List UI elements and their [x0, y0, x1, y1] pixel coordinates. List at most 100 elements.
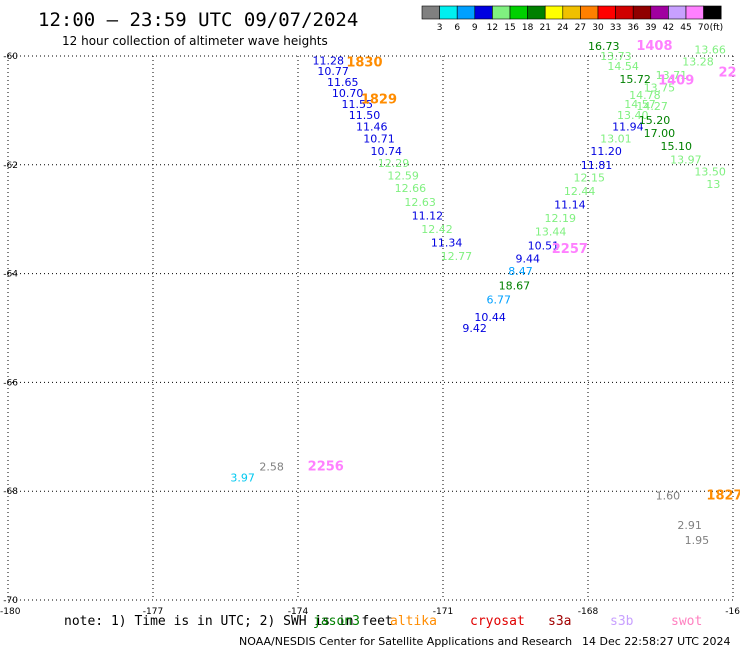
wave-height-label: 11.94: [612, 121, 644, 134]
wave-height-label: 11.55: [342, 98, 374, 111]
wave-height-label: 13.75: [644, 82, 676, 95]
colorbar-label: 33: [610, 23, 621, 33]
wave-height-label: 8.47: [508, 265, 533, 278]
wave-height-label: 12.19: [545, 212, 577, 225]
colorbar-swatch: [439, 5, 458, 20]
colorbar-label: 36: [627, 23, 639, 33]
wave-height-label: 13.01: [600, 133, 632, 146]
wave-height-label: 11.46: [356, 121, 388, 134]
colorbar-label: 45: [680, 23, 691, 33]
wave-height-label: 12.59: [387, 170, 419, 183]
colorbar-label: 6: [454, 23, 460, 33]
colorbar-swatch: [685, 5, 704, 20]
wave-height-label: 14.57: [624, 98, 656, 111]
data-points: 11.2810.7711.6510.7011.5511.5011.4610.71…: [230, 39, 740, 547]
wave-height-label: 18.67: [499, 280, 531, 293]
satellite-s3a: s3a: [548, 614, 571, 629]
wave-height-label: 12.77: [441, 250, 473, 263]
colorbar-swatch: [632, 5, 652, 20]
colorbar-swatch: [650, 5, 669, 20]
colorbar-label: 21: [539, 23, 550, 33]
colorbar-swatch: [544, 5, 564, 20]
wave-height-label: 17.00: [644, 127, 676, 140]
wave-height-label: 13.66: [694, 43, 726, 56]
wave-height-label: 12.63: [404, 196, 436, 209]
colorbar-label: 3: [437, 23, 443, 33]
wave-height-label: 11.12: [412, 209, 444, 222]
wave-height-label: 1.60: [656, 490, 681, 503]
wave-height-label: 3.97: [230, 472, 255, 485]
wave-height-label: 12.29: [378, 157, 410, 170]
pass-time-label: 1409: [658, 73, 694, 88]
wave-height-label: 2.91: [677, 519, 702, 532]
colorbar-label: 12: [487, 23, 498, 33]
wave-height-label: 14.78: [629, 89, 661, 102]
y-tick-label: -70: [3, 596, 18, 606]
colorbar-swatch: [509, 5, 528, 20]
wave-height-label: 15.72: [619, 73, 651, 86]
colorbar-swatch: [527, 5, 546, 20]
wave-height-label: 11.81: [581, 159, 613, 172]
axis-ticks: -60 -62 -64 -66 -68 -70-180 -177 -174 -171 -168 -1…: [0, 52, 740, 617]
pass-time-label: 2256: [308, 460, 344, 475]
wave-height-label: 11.65: [327, 76, 359, 89]
wave-height-label: 13.71: [656, 69, 688, 82]
plot-grid: [7, 55, 734, 601]
wave-height-label: 12.44: [564, 185, 596, 198]
pass-time-label: 2257: [552, 242, 588, 257]
colorbar-label: 30: [592, 23, 604, 33]
satellite-cryosat: cryosat: [470, 614, 525, 629]
y-tick-label: -66: [3, 378, 18, 388]
satellite-swot: swot: [671, 614, 702, 629]
wave-height-label: 13.40: [617, 109, 649, 122]
satellite-note: note: 1) Time is in UTC; 2) SWH is in fe…: [64, 614, 702, 629]
wave-height-label: 14.27: [636, 100, 668, 113]
colorbar-swatch: [597, 5, 616, 20]
wave-height-label: 13.50: [694, 165, 726, 178]
wave-height-label: 12.42: [421, 223, 453, 236]
colorbar-label: 70: [698, 23, 710, 33]
colorbar-swatch: [580, 5, 599, 20]
wave-height-label: 13.73: [600, 50, 632, 63]
y-tick-label: -62: [3, 161, 18, 171]
wave-height-label: 10.71: [363, 133, 395, 146]
colorbar-swatch: [562, 5, 581, 20]
pass-time-label: 22: [719, 65, 737, 80]
footer-org: NOAA/NESDIS Center for Satellite Applica…: [239, 635, 572, 648]
wave-height-label: 11.28: [313, 54, 345, 67]
colorbar-label: 18: [522, 23, 534, 33]
y-tick-label: -60: [3, 52, 18, 62]
wave-height-label: 14.54: [607, 60, 639, 73]
colorbar-label: 9: [472, 23, 478, 33]
colorbar-swatch: [668, 5, 687, 20]
x-tick-label: -174: [288, 607, 309, 617]
pass-time-label: 1408: [636, 39, 672, 54]
wave-height-label: 11.50: [349, 109, 381, 122]
wave-height-label: 1.95: [685, 534, 710, 547]
colorbar-swatch: [615, 5, 634, 20]
satellite-altika: altika: [390, 614, 437, 629]
wave-height-label: 16.73: [588, 40, 620, 53]
wave-height-label: 15.10: [661, 140, 693, 153]
y-tick-label: -64: [3, 270, 18, 280]
wave-height-label: 13.97: [670, 153, 702, 166]
wave-height-label: 10.74: [371, 145, 403, 158]
satellite-jason3: jason3: [313, 614, 360, 629]
colorbar-label: 27: [575, 23, 586, 33]
x-tick-label: -16: [725, 607, 740, 617]
pass-time-label: 1827: [706, 489, 740, 504]
x-tick-label: -171: [433, 607, 453, 617]
wave-height-label: 2.58: [259, 461, 284, 474]
wave-height-label: 12.66: [395, 182, 427, 195]
chart-title: 12:00 – 23:59 UTC 09/07/2024: [38, 9, 358, 31]
colorbar-unit: (ft): [710, 23, 724, 33]
pass-time-label: 1830: [346, 56, 382, 71]
wave-height-label: 11.20: [590, 145, 622, 158]
x-tick-label: -168: [578, 607, 599, 617]
wave-height-label: 11.14: [554, 199, 586, 212]
pass-time-label: 1829: [361, 93, 397, 108]
colorbar-swatch: [421, 5, 440, 20]
wave-height-label: 13.28: [682, 55, 714, 68]
wave-height-label: 11.34: [431, 237, 463, 250]
